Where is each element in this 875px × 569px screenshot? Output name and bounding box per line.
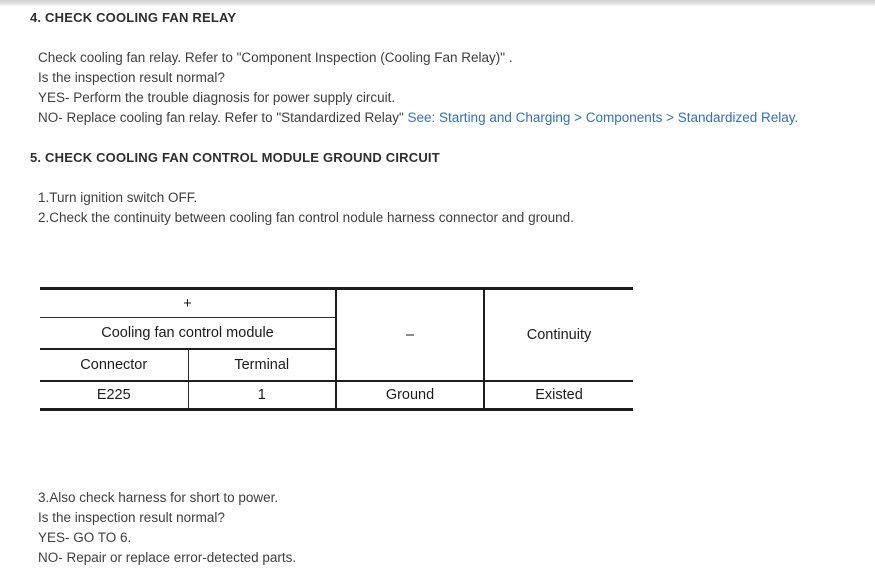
cell-minus-value: Ground xyxy=(336,380,485,410)
continuity-table: + – Continuity Cooling fan control modul… xyxy=(40,287,633,411)
section5-heading: 5. CHECK COOLING FAN CONTROL MODULE GROU… xyxy=(30,150,440,165)
result-no-line-2: NO- Repair or replace error-detected par… xyxy=(38,550,297,565)
cell-terminal-value: 1 xyxy=(188,380,337,410)
cell-connector-value: E225 xyxy=(40,380,189,410)
cell-continuity-value: Existed xyxy=(535,386,583,403)
table-header-terminal: Terminal xyxy=(188,348,337,382)
standardized-relay-link[interactable]: See: Starting and Charging > Components … xyxy=(407,110,799,125)
table-header-minus: – xyxy=(336,288,485,382)
table-row: E225 1 Ground Existed xyxy=(40,380,633,410)
section5-steps: 1.Turn ignition switch OFF. 2.Check the … xyxy=(38,188,574,228)
inspection-question-line: Is the inspection result normal? xyxy=(38,70,225,85)
result-no-text: NO- Replace cooling fan relay. Refer to … xyxy=(38,110,408,125)
section5-result: 3.Also check harness for short to power.… xyxy=(38,488,296,568)
result-yes-line: YES- Perform the trouble diagnosis for p… xyxy=(38,90,396,105)
step2-line: 2.Check the continuity between cooling f… xyxy=(38,210,574,225)
table-header-continuity: Continuity xyxy=(484,288,633,382)
section4-heading: 4. CHECK COOLING FAN RELAY xyxy=(30,10,237,25)
inspection-question-line-2: Is the inspection result normal? xyxy=(38,510,225,525)
table-header-plus: + xyxy=(40,288,337,318)
table-header-connector: Connector xyxy=(40,348,189,382)
step3-line: 3.Also check harness for short to power. xyxy=(38,490,279,505)
top-divider xyxy=(0,0,875,6)
result-yes-line-2: YES- GO TO 6. xyxy=(38,530,132,545)
section4-body: Check cooling fan relay. Refer to "Compo… xyxy=(38,48,798,128)
result-no-line: NO- Replace cooling fan relay. Refer to … xyxy=(38,108,798,128)
check-instruction-line: Check cooling fan relay. Refer to "Compo… xyxy=(38,50,513,65)
table-header-module: Cooling fan control module xyxy=(40,317,337,350)
step1-line: 1.Turn ignition switch OFF. xyxy=(38,190,198,205)
